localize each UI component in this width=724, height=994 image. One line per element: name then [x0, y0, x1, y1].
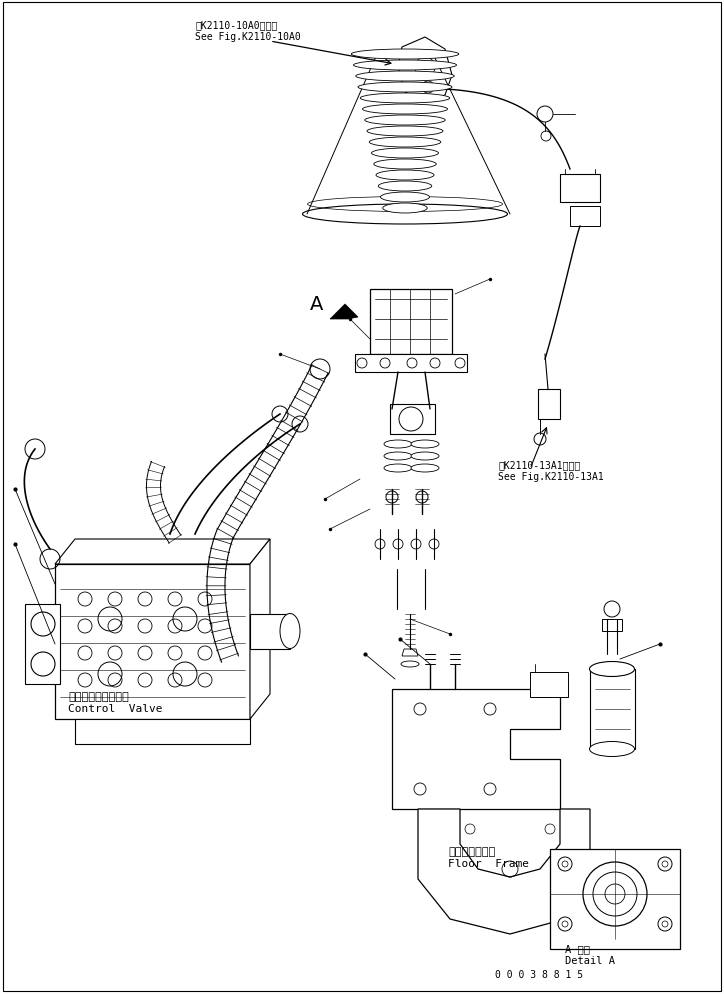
- Ellipse shape: [378, 182, 432, 192]
- Polygon shape: [398, 38, 452, 103]
- Ellipse shape: [353, 61, 457, 71]
- Ellipse shape: [367, 127, 443, 137]
- Ellipse shape: [361, 93, 450, 104]
- Text: See Fig.K2110-10A0: See Fig.K2110-10A0: [195, 32, 300, 42]
- Text: See Fig.K2110-13A1: See Fig.K2110-13A1: [498, 471, 604, 481]
- Ellipse shape: [381, 193, 429, 203]
- Bar: [550, 849, 680, 949]
- Text: Control  Valve: Control Valve: [68, 704, 162, 714]
- Polygon shape: [330, 305, 358, 320]
- Ellipse shape: [384, 440, 412, 448]
- Bar: [25, 604, 60, 684]
- Bar: [55, 565, 250, 720]
- Bar: [570, 207, 600, 227]
- Ellipse shape: [376, 171, 434, 181]
- Ellipse shape: [411, 452, 439, 460]
- Ellipse shape: [351, 50, 459, 60]
- Ellipse shape: [363, 105, 447, 115]
- Ellipse shape: [384, 464, 412, 472]
- Ellipse shape: [358, 83, 452, 92]
- Text: Floor  Frame: Floor Frame: [448, 858, 529, 868]
- Ellipse shape: [383, 204, 427, 214]
- Ellipse shape: [411, 464, 439, 472]
- Text: A 詳細: A 詳細: [565, 943, 590, 953]
- Ellipse shape: [365, 116, 445, 126]
- Bar: [390, 405, 435, 434]
- Bar: [590, 669, 635, 749]
- Ellipse shape: [589, 662, 634, 677]
- Text: コントロールバルブ: コントロールバルブ: [68, 691, 129, 702]
- Bar: [602, 619, 622, 631]
- Bar: [538, 390, 560, 419]
- Ellipse shape: [384, 452, 412, 460]
- Text: Detail A: Detail A: [565, 955, 615, 965]
- Bar: [75, 720, 250, 745]
- Text: A: A: [310, 294, 324, 314]
- Bar: [530, 672, 568, 698]
- Text: フロアフレーム: フロアフレーム: [448, 846, 495, 856]
- Ellipse shape: [280, 614, 300, 649]
- Bar: [560, 175, 600, 203]
- Ellipse shape: [401, 661, 419, 667]
- Ellipse shape: [355, 72, 454, 82]
- Text: 第K2110-13A1図参照: 第K2110-13A1図参照: [498, 459, 580, 469]
- Polygon shape: [250, 540, 270, 720]
- Ellipse shape: [369, 138, 441, 148]
- Polygon shape: [392, 689, 560, 809]
- Ellipse shape: [374, 160, 437, 170]
- Text: 第K2110-10A0図参照: 第K2110-10A0図参照: [195, 20, 277, 30]
- Bar: [355, 355, 467, 373]
- Text: 0 0 0 3 8 8 1 5: 0 0 0 3 8 8 1 5: [495, 969, 583, 979]
- Polygon shape: [418, 809, 590, 934]
- Bar: [370, 289, 452, 355]
- Polygon shape: [55, 540, 270, 565]
- Bar: [250, 614, 290, 649]
- Ellipse shape: [371, 149, 439, 159]
- Ellipse shape: [303, 205, 508, 225]
- Ellipse shape: [589, 742, 634, 756]
- Ellipse shape: [411, 440, 439, 448]
